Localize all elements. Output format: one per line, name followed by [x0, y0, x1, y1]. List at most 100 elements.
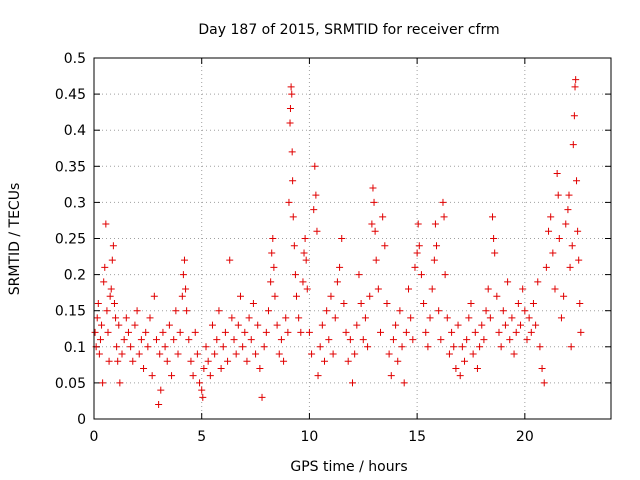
data-point	[198, 386, 206, 394]
data-point	[245, 314, 253, 322]
data-point	[456, 372, 464, 380]
data-point	[473, 364, 481, 372]
data-point	[549, 249, 557, 257]
data-point	[439, 198, 447, 206]
data-point	[288, 148, 296, 156]
data-point	[96, 336, 104, 344]
data-point	[400, 379, 408, 387]
data-point	[364, 343, 372, 351]
data-point	[514, 299, 522, 307]
data-point	[467, 299, 475, 307]
data-point	[291, 271, 299, 279]
data-point	[215, 307, 223, 315]
data-point	[396, 307, 404, 315]
data-point	[176, 328, 184, 336]
data-point	[133, 307, 141, 315]
data-point	[297, 328, 305, 336]
data-point	[413, 249, 421, 257]
y-tick-label: 0	[77, 412, 86, 428]
data-point	[389, 336, 397, 344]
data-point	[249, 299, 257, 307]
data-point	[224, 357, 232, 365]
y-tick-label: 0.45	[55, 87, 86, 103]
data-point	[433, 242, 441, 250]
data-point	[417, 271, 425, 279]
x-axis-label: GPS time / hours	[290, 459, 407, 475]
x-tick-label: 15	[408, 429, 426, 445]
data-point	[93, 314, 101, 322]
data-point	[109, 242, 117, 250]
data-point	[256, 364, 264, 372]
data-point	[366, 292, 374, 300]
data-point	[461, 357, 469, 365]
data-point	[506, 336, 514, 344]
data-point	[280, 357, 288, 365]
data-point	[424, 343, 432, 351]
data-point	[275, 350, 283, 358]
data-point	[441, 271, 449, 279]
data-point	[286, 119, 294, 127]
data-point	[103, 307, 111, 315]
data-point	[557, 314, 565, 322]
data-point	[267, 278, 275, 286]
data-point	[268, 249, 276, 257]
data-point	[254, 321, 262, 329]
data-point	[191, 328, 199, 336]
y-tick-label: 0.3	[64, 195, 86, 211]
data-point	[152, 336, 160, 344]
data-point	[174, 350, 182, 358]
data-point	[377, 328, 385, 336]
data-point	[239, 343, 247, 351]
data-point	[122, 314, 130, 322]
data-point	[113, 343, 121, 351]
data-point	[178, 292, 186, 300]
data-point	[95, 350, 103, 358]
data-point	[471, 328, 479, 336]
data-point	[349, 379, 356, 387]
data-point	[196, 379, 204, 387]
data-point	[287, 83, 295, 91]
data-point	[536, 343, 544, 351]
data-point	[331, 314, 339, 322]
data-point	[527, 328, 535, 336]
data-point	[226, 256, 234, 264]
data-point	[289, 177, 297, 185]
data-point	[110, 299, 118, 307]
data-point	[405, 285, 413, 293]
data-point	[100, 278, 108, 286]
data-point	[554, 191, 562, 199]
data-point	[431, 220, 439, 228]
data-point	[344, 357, 352, 365]
data-point	[290, 242, 298, 250]
data-point	[105, 357, 113, 365]
data-point	[165, 321, 173, 329]
data-point	[288, 90, 296, 98]
data-point	[387, 372, 395, 380]
data-point	[463, 336, 471, 344]
data-point	[193, 350, 201, 358]
data-point	[217, 364, 225, 372]
axes	[93, 57, 611, 420]
data-point	[284, 328, 292, 336]
data-point	[370, 198, 378, 206]
data-point	[476, 343, 484, 351]
data-point	[532, 321, 540, 329]
data-point	[269, 235, 277, 242]
data-point	[243, 357, 251, 365]
data-point	[299, 278, 307, 286]
data-point	[555, 235, 563, 242]
data-point	[187, 357, 195, 365]
data-point	[573, 177, 581, 185]
data-point	[523, 336, 531, 344]
data-point	[414, 220, 422, 228]
data-point	[497, 343, 505, 351]
data-point	[381, 242, 389, 250]
data-point	[285, 198, 293, 206]
data-point	[303, 285, 311, 293]
chart-title: Day 187 of 2015, SRMTID for receiver cfr…	[198, 22, 499, 38]
data-point	[521, 307, 529, 315]
data-point	[440, 213, 448, 221]
data-point	[323, 307, 331, 315]
data-point	[163, 357, 171, 365]
data-point	[273, 321, 281, 329]
